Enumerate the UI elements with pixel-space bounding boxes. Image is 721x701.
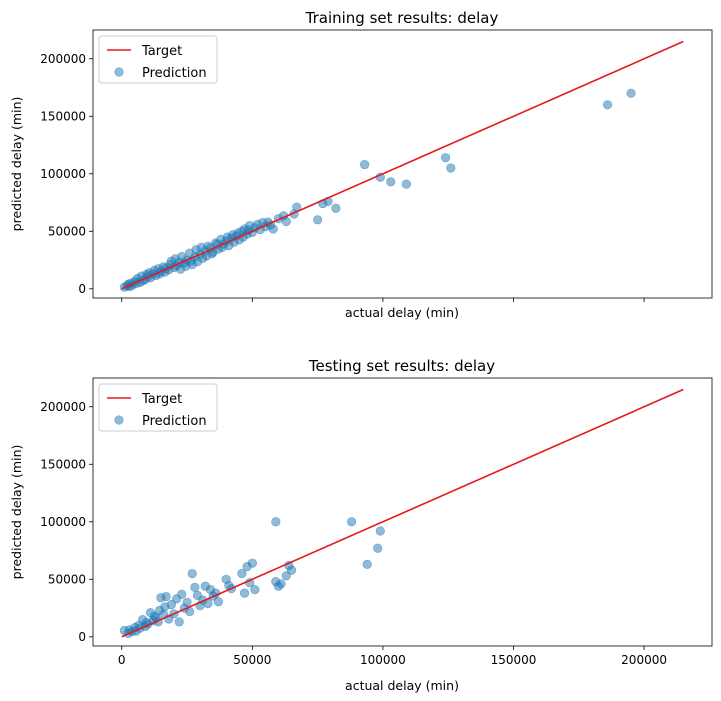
testing-prediction-point [271,517,281,527]
testing-prediction-point [281,571,291,581]
training-legend-prediction-label: Prediction [142,66,207,81]
testing-y-axis-label: predicted delay (min) [9,445,24,580]
testing-prediction-point [346,517,357,527]
testing-prediction-point [237,568,247,579]
testing-x-tick-label: 50000 [233,653,271,667]
testing-legend: Target Prediction [98,383,218,432]
testing-y-tick-label: 100000 [40,515,86,529]
testing-legend-box [98,383,218,432]
testing-y-tick-label: 0 [78,630,86,644]
testing-axes: 0 50000 100000 150000 200000 0 50000 100000 1500… [40,400,667,667]
testing-x-tick-label: 0 [118,653,126,667]
testing-legend-target-label: Target [141,392,182,407]
training-legend: Target Prediction [98,35,218,84]
testing-marks [119,388,684,638]
training-legend-box [98,35,218,84]
testing-legend-prediction-label: Prediction [142,414,207,429]
testing-prediction-point [247,558,257,568]
training-prediction-point [401,179,412,189]
testing-prediction-point [174,617,184,627]
training-prediction-point [446,163,456,173]
testing-x-tick-label: 100000 [360,653,406,667]
training-marks [119,40,684,292]
training-prediction-point [440,153,451,163]
training-chart-title: Training set results: delay [305,9,499,27]
testing-prediction-point [250,585,260,595]
training-target-line [121,40,684,290]
testing-prediction-point [177,589,187,599]
training-x-axis-label: actual delay (min) [345,305,459,320]
training-prediction-point [331,203,341,213]
testing-chart-title: Testing set results: delay [308,357,495,375]
training-prediction-point [626,88,636,98]
testing-prediction-point [166,599,176,610]
testing-y-tick-label: 150000 [40,457,86,471]
testing-prediction-point [362,559,372,569]
testing-prediction-point [373,543,383,553]
testing-y-tick-label: 200000 [40,400,86,414]
training-chart: 0 50000 100000 150000 200000 Training set re… [9,9,713,320]
training-legend-prediction-swatch [114,67,124,77]
testing-prediction-point [182,597,192,607]
testing-legend-prediction-swatch [114,415,124,425]
testing-x-tick-label: 150000 [491,653,537,667]
testing-prediction-point [239,588,250,598]
testing-prediction-point [187,568,197,579]
training-prediction-point [602,100,613,110]
testing-prediction-point [375,526,385,536]
training-y-tick-label: 100000 [40,167,86,181]
testing-prediction-point [161,591,171,602]
training-prediction-point [313,215,323,225]
training-y-tick-label: 200000 [40,52,86,66]
testing-x-tick-label: 200000 [621,653,667,667]
testing-x-axis-label: actual delay (min) [345,678,459,693]
testing-target-line [121,388,684,638]
training-y-tick-label: 150000 [40,109,86,123]
testing-y-tick-label: 50000 [48,572,86,586]
testing-prediction-point [190,582,200,592]
testing-prediction-point [286,565,297,575]
testing-chart: 0 50000 100000 150000 200000 0 50000 100000 1500… [9,357,713,693]
training-prediction-point [360,159,370,170]
testing-prediction-point [276,579,286,589]
training-y-tick-label: 50000 [48,224,86,238]
training-prediction-point [268,224,278,234]
training-y-axis-label: predicted delay (min) [9,97,24,232]
training-y-tick-label: 0 [78,282,86,296]
training-prediction-point [386,177,396,187]
training-legend-target-label: Target [141,44,182,59]
testing-prediction-point [213,597,223,607]
training-axes: 0 50000 100000 150000 200000 [40,52,645,302]
